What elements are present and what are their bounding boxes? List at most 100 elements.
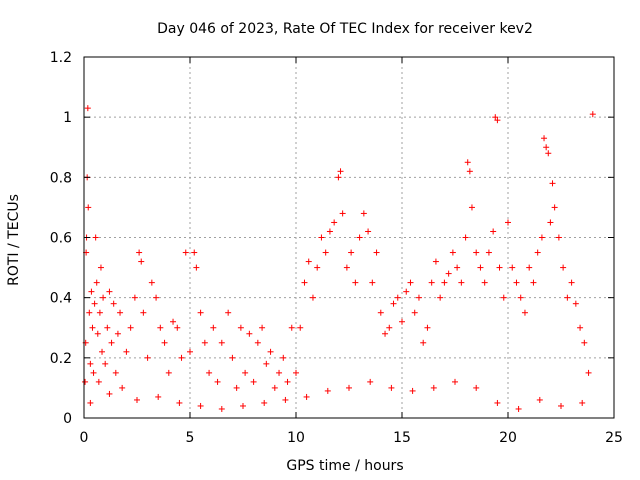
- data-point: [96, 309, 103, 316]
- data-point: [449, 249, 456, 256]
- data-point: [127, 324, 134, 331]
- data-point: [430, 384, 437, 391]
- data-point: [157, 324, 164, 331]
- data-point: [386, 324, 393, 331]
- data-point: [551, 204, 558, 211]
- data-point: [94, 330, 101, 337]
- data-point: [526, 264, 533, 271]
- x-tick-label: 0: [80, 430, 89, 446]
- data-point: [403, 288, 410, 295]
- data-point: [437, 294, 444, 301]
- data-point: [509, 264, 516, 271]
- data-point: [500, 294, 507, 301]
- data-point: [458, 279, 465, 286]
- data-point: [197, 402, 204, 409]
- data-point: [267, 348, 274, 355]
- data-point: [276, 369, 283, 376]
- grid: [84, 57, 614, 418]
- data-point: [560, 264, 567, 271]
- data-point: [85, 204, 92, 211]
- y-tick-label: 0.6: [50, 231, 72, 247]
- data-point: [377, 309, 384, 316]
- data-point: [237, 324, 244, 331]
- data-point: [428, 279, 435, 286]
- data-point: [538, 234, 545, 241]
- data-point: [229, 354, 236, 361]
- data-point: [331, 219, 338, 226]
- data-point: [555, 234, 562, 241]
- data-point: [564, 294, 571, 301]
- data-point: [138, 258, 145, 265]
- data-point: [178, 354, 185, 361]
- y-tick-label: 1.2: [50, 50, 72, 66]
- data-point: [420, 339, 427, 346]
- data-point: [174, 324, 181, 331]
- data-point: [144, 354, 151, 361]
- data-point: [110, 300, 117, 307]
- data-point: [119, 384, 126, 391]
- y-tick-label: 0: [63, 411, 72, 427]
- data-point: [360, 210, 367, 217]
- data-point: [92, 234, 99, 241]
- data-point: [477, 264, 484, 271]
- data-point: [558, 402, 564, 409]
- data-point: [86, 309, 93, 316]
- data-point: [373, 249, 380, 256]
- data-point: [91, 300, 98, 307]
- data-point: [382, 330, 389, 337]
- data-point: [521, 309, 528, 316]
- data-point: [123, 348, 130, 355]
- data-point: [250, 378, 257, 385]
- data-point: [589, 111, 596, 118]
- data-point: [394, 294, 401, 301]
- data-point: [134, 396, 140, 403]
- data-point: [318, 234, 325, 241]
- data-point: [365, 228, 372, 235]
- data-point: [233, 384, 240, 391]
- data-point: [225, 309, 232, 316]
- data-point: [206, 369, 213, 376]
- data-point: [187, 348, 193, 355]
- y-axis-label: ROTI / TECUs: [6, 194, 22, 286]
- data-point: [106, 390, 113, 397]
- data-point: [288, 324, 295, 331]
- data-point: [473, 249, 480, 256]
- data-points: [82, 105, 596, 412]
- data-point: [445, 270, 452, 277]
- data-point: [106, 288, 113, 295]
- plot-frame: [83, 56, 615, 419]
- data-point: [148, 279, 155, 286]
- data-point: [104, 324, 111, 331]
- data-point: [97, 264, 104, 271]
- data-point: [577, 324, 584, 331]
- data-point: [155, 393, 162, 400]
- data-point: [343, 264, 350, 271]
- data-point: [322, 249, 329, 256]
- data-point: [356, 234, 363, 241]
- axis-ticks: 0 5 10 15 20 25 0 0.2 0.4 0.6 0.8 1 1.2: [50, 50, 623, 446]
- data-point: [326, 228, 333, 235]
- data-point: [568, 279, 575, 286]
- data-point: [517, 294, 524, 301]
- data-point: [441, 279, 448, 286]
- data-point: [530, 279, 537, 286]
- data-point: [108, 339, 115, 346]
- data-point: [579, 399, 586, 406]
- data-point: [367, 378, 374, 385]
- data-point: [348, 249, 355, 256]
- data-point: [100, 294, 107, 301]
- data-point: [136, 249, 143, 256]
- data-point: [284, 378, 291, 385]
- data-point: [485, 249, 492, 256]
- x-tick-label: 25: [605, 430, 623, 446]
- data-point: [218, 405, 225, 412]
- chart-title: Day 046 of 2023, Rate Of TEC Index for r…: [157, 21, 533, 37]
- data-point: [513, 279, 520, 286]
- x-tick-label: 15: [393, 430, 411, 446]
- data-point: [131, 294, 138, 301]
- data-point: [297, 324, 304, 331]
- data-point: [84, 105, 91, 112]
- data-point: [339, 210, 346, 217]
- data-point: [468, 204, 475, 211]
- data-point: [352, 279, 359, 286]
